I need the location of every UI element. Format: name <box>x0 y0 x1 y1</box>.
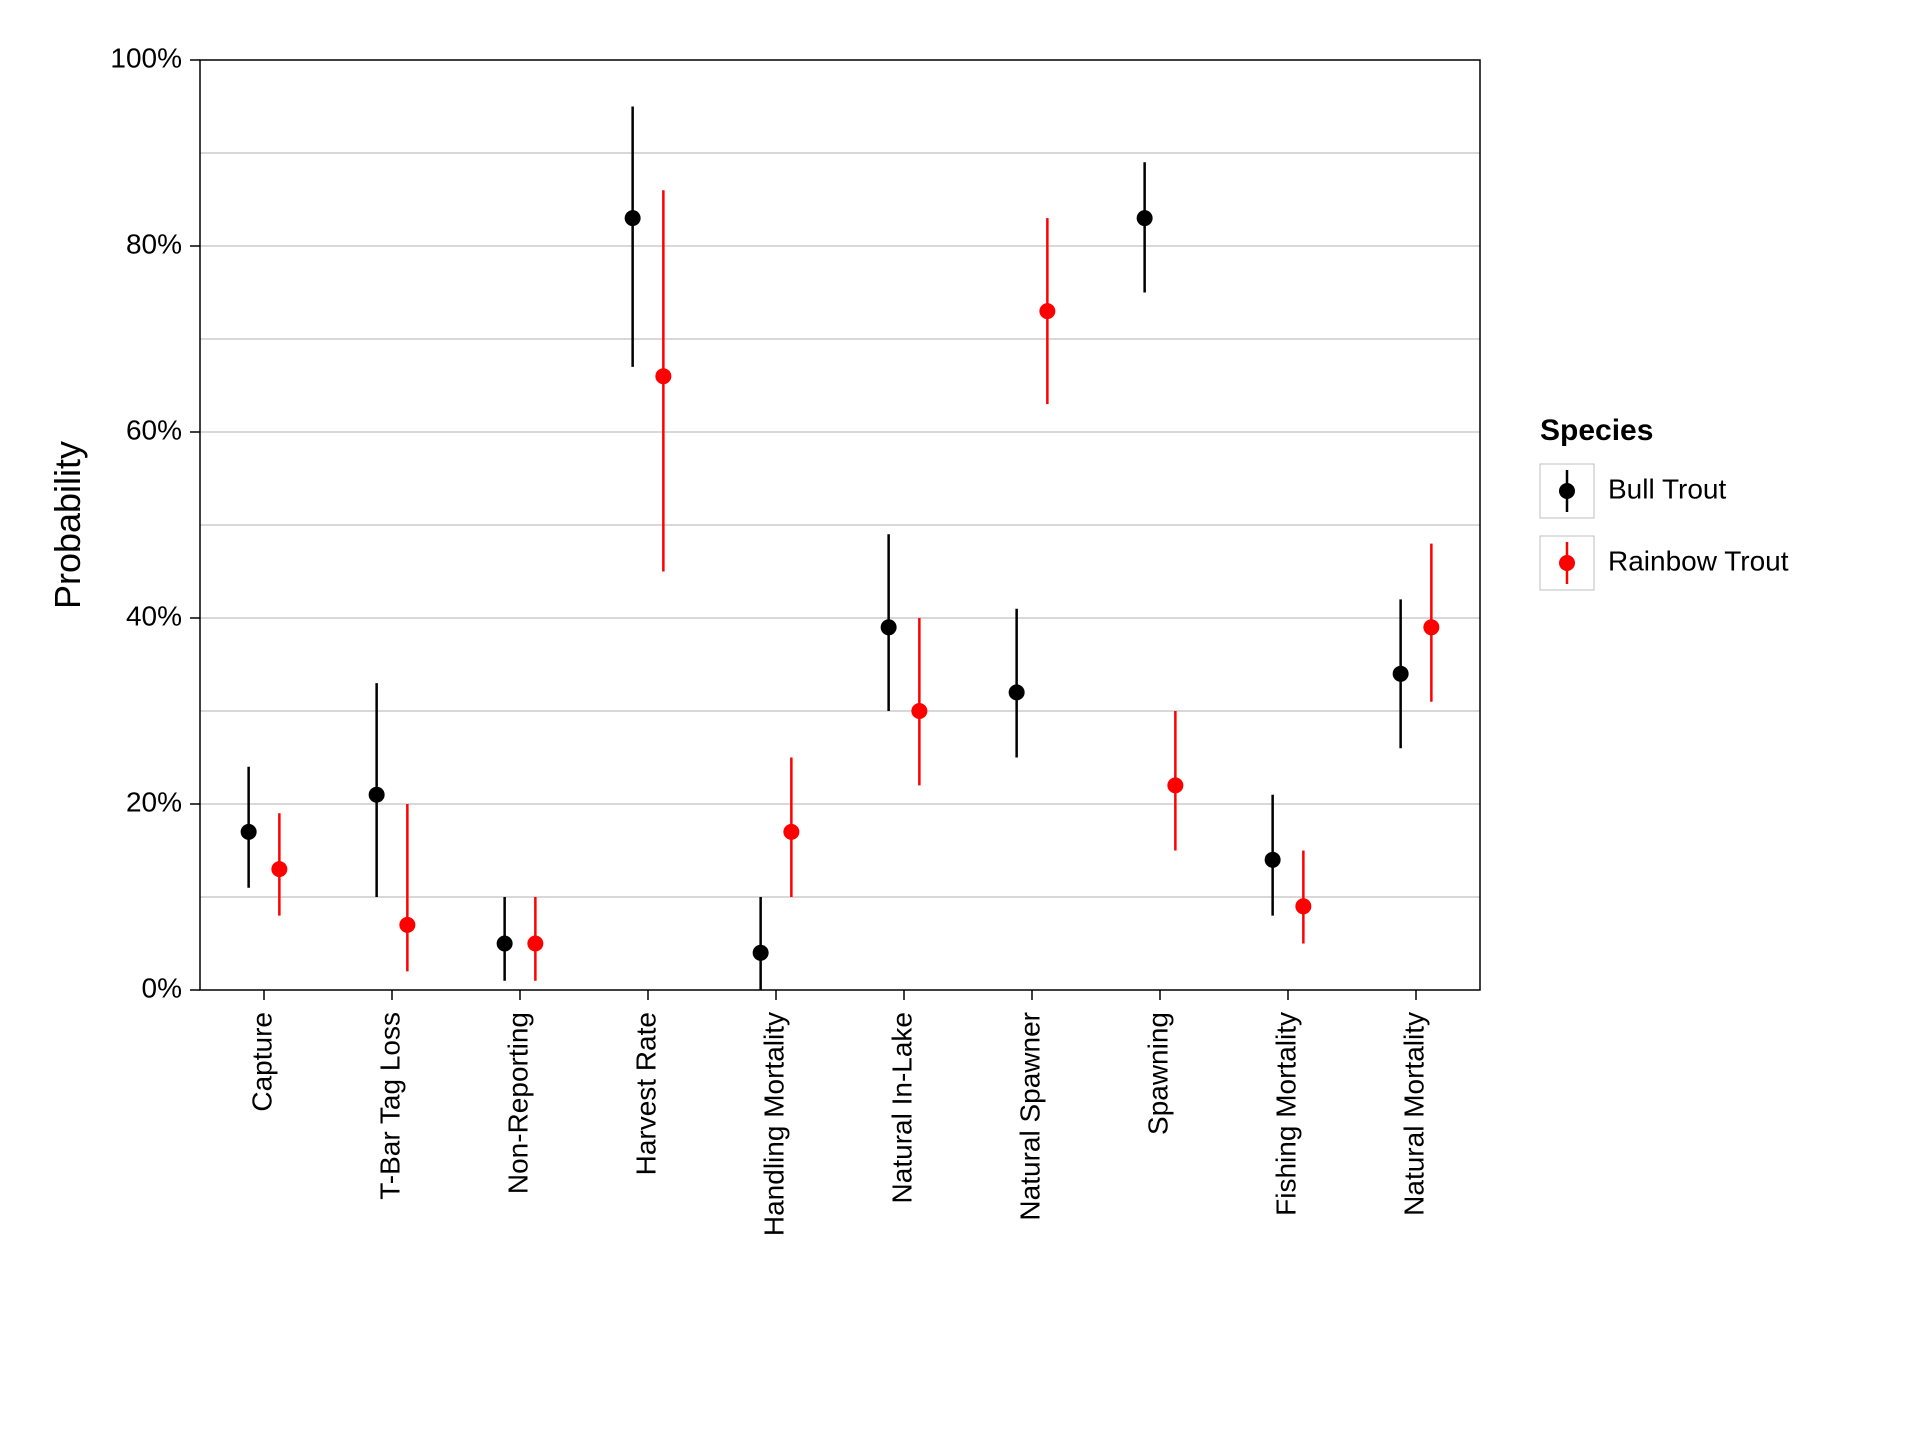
data-point <box>1039 303 1055 319</box>
y-tick-label: 100% <box>110 42 182 73</box>
data-point <box>1423 619 1439 635</box>
x-tick-label: T-Bar Tag Loss <box>374 1012 405 1200</box>
x-tick-label: Natural Mortality <box>1398 1012 1429 1216</box>
y-tick-label: 20% <box>126 786 182 817</box>
x-tick-label: Spawning <box>1142 1012 1173 1135</box>
x-tick-label: Natural In-Lake <box>886 1012 917 1203</box>
x-tick-label: Fishing Mortality <box>1270 1012 1301 1216</box>
data-point <box>241 824 257 840</box>
x-tick-label: Handling Mortality <box>758 1012 789 1236</box>
data-point <box>497 936 513 952</box>
legend-glyph-point <box>1559 483 1575 499</box>
data-point <box>1167 777 1183 793</box>
y-tick-label: 0% <box>142 972 182 1003</box>
x-tick-label: Capture <box>246 1012 277 1112</box>
data-point <box>1393 666 1409 682</box>
data-point <box>911 703 927 719</box>
data-point <box>399 917 415 933</box>
data-point <box>527 936 543 952</box>
legend-label: Bull Trout <box>1608 473 1726 504</box>
data-point <box>1295 898 1311 914</box>
probability-pointrange-chart: 0% 20% 40% 60% 80% 100% Probability Capture T-Ba… <box>0 0 1920 1440</box>
chart-container: 0% 20% 40% 60% 80% 100% Probability Capture T-Ba… <box>0 0 1920 1440</box>
data-point <box>1137 210 1153 226</box>
data-point <box>753 945 769 961</box>
legend-glyph-point <box>1559 555 1575 571</box>
legend-label: Rainbow Trout <box>1608 545 1789 576</box>
y-tick-label: 40% <box>126 600 182 631</box>
x-tick-label: Non-Reporting <box>502 1012 533 1194</box>
y-axis-title: Probability <box>47 441 88 609</box>
y-tick-label: 80% <box>126 228 182 259</box>
data-point <box>783 824 799 840</box>
data-point <box>369 787 385 803</box>
y-tick-label: 60% <box>126 414 182 445</box>
x-tick-label: Harvest Rate <box>630 1012 661 1175</box>
chart-bg <box>0 0 1920 1440</box>
data-point <box>1009 684 1025 700</box>
data-point <box>881 619 897 635</box>
data-point <box>271 861 287 877</box>
data-point <box>1265 852 1281 868</box>
data-point <box>625 210 641 226</box>
legend-title: Species <box>1540 414 1653 447</box>
x-tick-label: Natural Spawner <box>1014 1012 1045 1221</box>
data-point <box>655 368 671 384</box>
